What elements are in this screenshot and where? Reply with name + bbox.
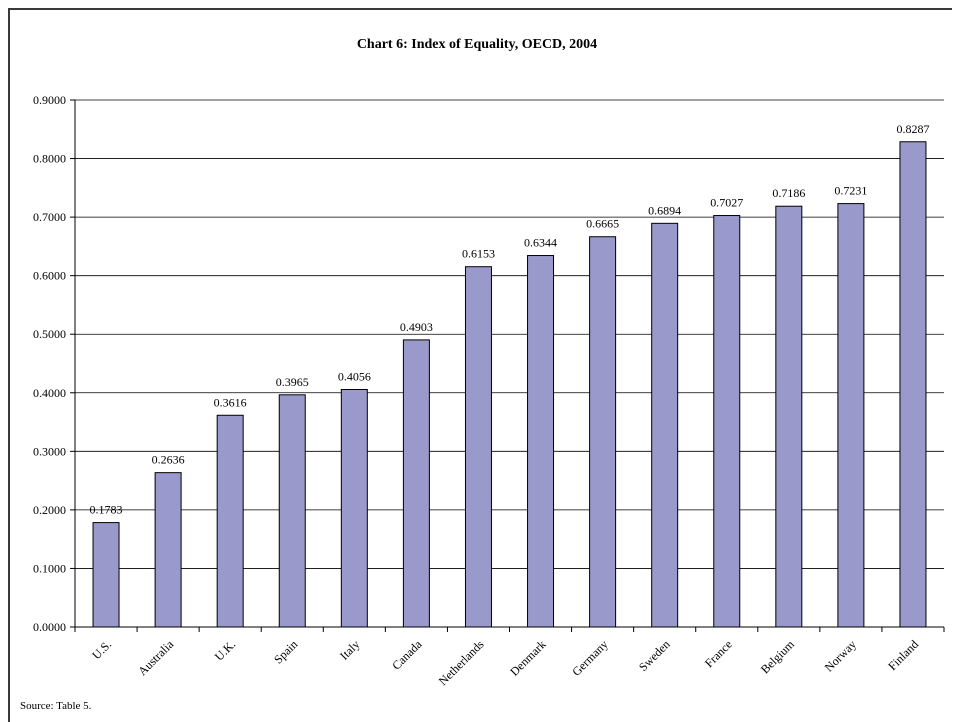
x-axis-ticks: U.S. Australia U.K. Spain Italy Canada Netherl…: [89, 627, 945, 688]
y-tick-label: 0.0000: [33, 620, 66, 634]
x-tick-label: France: [702, 637, 735, 670]
bar: [278, 394, 306, 628]
data-label: 0.6665: [586, 217, 619, 231]
data-label: 0.6153: [462, 247, 495, 261]
y-tick-label: 0.9000: [33, 93, 66, 107]
data-label: 0.1783: [90, 503, 123, 517]
bars: [92, 141, 927, 628]
x-tick-label: Germany: [569, 637, 610, 678]
y-tick-label: 0.1000: [33, 561, 66, 575]
x-tick-label: Netherlands: [436, 637, 487, 688]
bar: [837, 203, 865, 628]
y-tick-label: 0.5000: [33, 327, 66, 341]
data-label: 0.4903: [400, 320, 433, 334]
x-tick-label: Sweden: [636, 637, 673, 674]
x-tick-label: Italy: [337, 637, 362, 662]
x-tick-label: Australia: [135, 637, 176, 678]
data-label: 0.7027: [710, 196, 743, 210]
axes: [74, 100, 944, 632]
gridlines: [75, 99, 944, 569]
chart-title: Chart 6: Index of Equality, OECD, 2004: [356, 37, 598, 52]
bar: [402, 339, 430, 628]
x-tick-label: Finland: [885, 637, 921, 673]
data-label: 0.8287: [896, 122, 929, 136]
x-tick-label: Denmark: [507, 637, 548, 678]
bar: [340, 388, 368, 628]
bar: [651, 222, 679, 628]
x-tick-label: Belgium: [758, 637, 798, 677]
y-tick-label: 0.6000: [33, 269, 66, 283]
x-tick-label: U.K.: [212, 637, 238, 663]
y-tick-label: 0.3000: [33, 444, 66, 458]
bar: [713, 215, 741, 628]
y-tick-label: 0.8000: [33, 152, 66, 166]
bar: [589, 236, 617, 628]
bar: [464, 266, 492, 628]
data-label: 0.7186: [772, 186, 805, 200]
bar: [775, 205, 803, 628]
y-axis-ticks: 0.0000 0.1000 0.2000 0.3000 0.4000 0.5000 0.60…: [33, 93, 75, 634]
x-tick-label: Spain: [271, 637, 300, 666]
data-label: 0.6894: [648, 203, 681, 217]
data-label: 0.7231: [834, 184, 867, 198]
bar: [154, 472, 182, 628]
x-tick-label: Norway: [822, 637, 859, 674]
data-label: 0.6344: [524, 236, 557, 250]
x-tick-label: Canada: [389, 637, 425, 673]
data-label: 0.4056: [338, 369, 371, 383]
bar: [527, 255, 555, 628]
bar: [92, 522, 120, 628]
source-note: Source: Table 5.: [20, 700, 92, 712]
y-tick-label: 0.7000: [33, 210, 66, 224]
data-labels: 0.1783 0.2636 0.3616 0.3965 0.4056 0.4903 0.61…: [90, 122, 930, 517]
y-tick-label: 0.2000: [33, 503, 66, 517]
bar: [216, 414, 244, 628]
data-label: 0.2636: [152, 453, 185, 467]
data-label: 0.3616: [214, 395, 247, 409]
data-label: 0.3965: [276, 375, 309, 389]
y-tick-label: 0.4000: [33, 386, 66, 400]
bar: [899, 141, 927, 628]
x-tick-label: U.S.: [89, 637, 114, 662]
